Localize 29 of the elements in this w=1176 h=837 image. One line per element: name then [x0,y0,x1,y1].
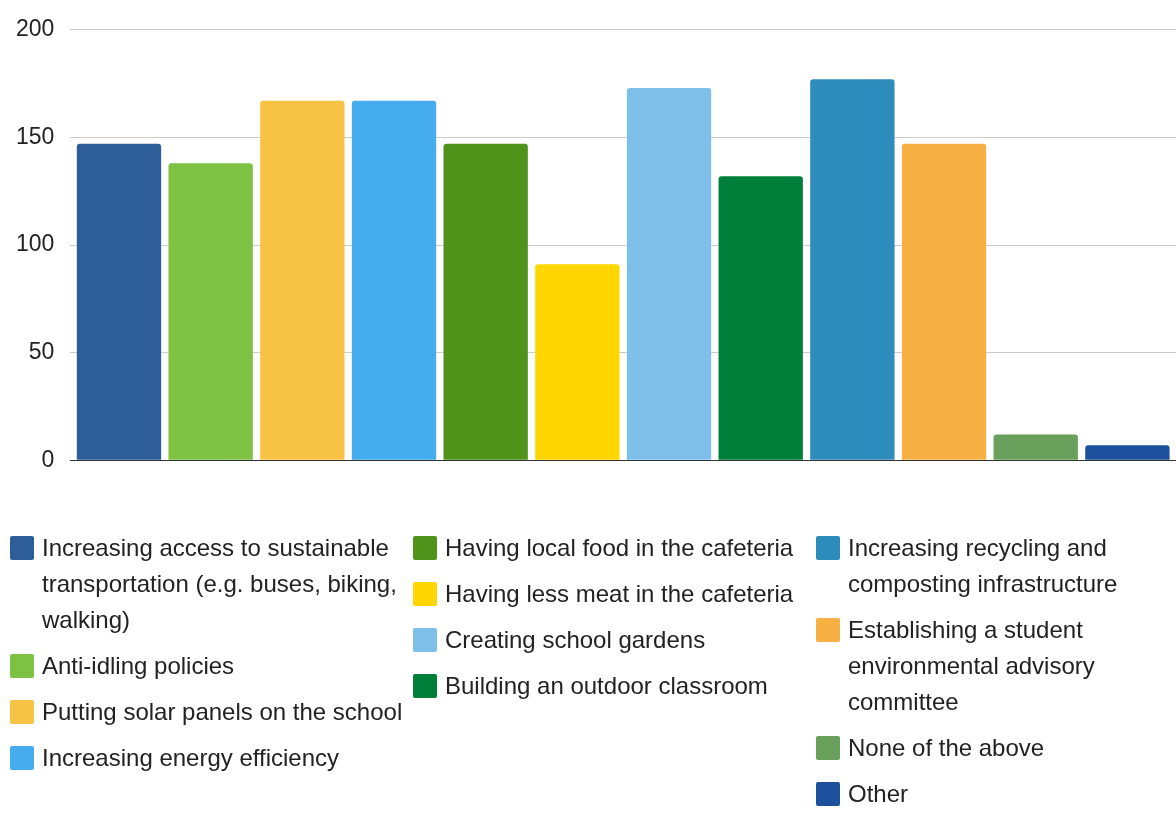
y-tick-label: 200 [16,15,55,42]
legend-label: Having less meat in the cafeteria [445,579,794,609]
bar [810,79,895,460]
bar [443,143,528,460]
legend-label: Other [848,779,909,809]
legend-label: Anti-idling policies [42,651,235,681]
y-tick-label: 0 [41,445,55,472]
legend-label: Increasing energy efficiency [42,743,340,773]
y-tick-label: 150 [16,122,55,149]
legend-label: Putting solar panels on the school [42,697,403,727]
y-tick-label: 50 [28,337,55,364]
bar [1085,445,1170,460]
bar [168,163,253,460]
bar [535,264,620,460]
bar [351,100,437,460]
bar [901,143,987,460]
legend-label: Creating school gardens [445,625,706,655]
legend-label: Increasing recycling and composting infrastructure [848,533,1119,599]
legend-label: None of the above [848,733,1045,763]
y-tick-label: 100 [16,230,55,257]
legend-label: Building an outdoor classroom [445,671,768,701]
bar [260,100,345,460]
bar [76,143,162,460]
bar [718,176,803,460]
legend-label: Establishing a student environmental advisory committee [848,615,1096,717]
bar [993,434,1078,460]
legend-label: Increasing access to sustainable transportation (e.g. buses, biking, walking) [42,533,398,635]
legend-label: Having local food in the cafeteria [445,533,794,563]
bar [626,87,712,460]
